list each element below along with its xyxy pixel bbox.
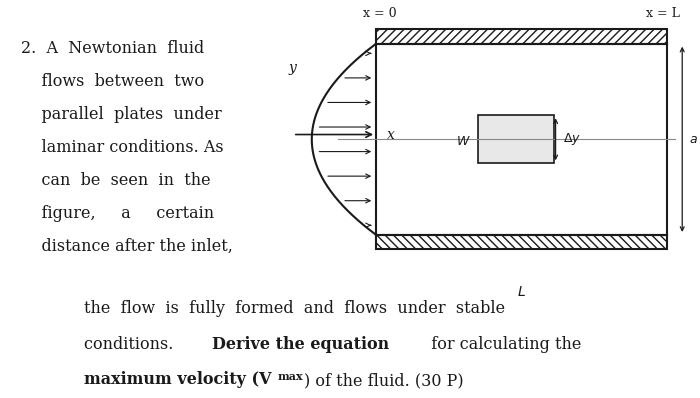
Text: 2.  A  Newtonian  fluid: 2. A Newtonian fluid — [21, 40, 204, 57]
Text: max: max — [277, 371, 303, 382]
Text: $W_{\,}$: $W_{\,}$ — [456, 133, 470, 146]
Text: conditions.: conditions. — [84, 336, 183, 353]
Text: x = 0: x = 0 — [363, 7, 397, 20]
Text: can  be  seen  in  the: can be seen in the — [21, 172, 211, 189]
Text: x: x — [387, 127, 395, 142]
Bar — [376, 235, 667, 249]
Text: flows  between  two: flows between two — [21, 73, 204, 90]
Text: parallel  plates  under: parallel plates under — [21, 106, 222, 123]
Text: x = L: x = L — [646, 7, 680, 20]
Text: for calculating the: for calculating the — [421, 336, 582, 353]
Text: figure,     a     certain: figure, a certain — [21, 205, 214, 222]
Text: the  flow  is  fully  formed  and  flows  under  stable: the flow is fully formed and flows under… — [84, 300, 505, 318]
Text: ) of the fluid. (30 P): ) of the fluid. (30 P) — [304, 372, 464, 389]
Text: laminar conditions. As: laminar conditions. As — [21, 139, 223, 156]
Text: y: y — [289, 61, 297, 75]
Text: L: L — [518, 285, 526, 299]
Text: $\Delta y$: $\Delta y$ — [563, 131, 581, 147]
Text: distance after the inlet,: distance after the inlet, — [21, 238, 233, 255]
Text: Derive the equation: Derive the equation — [212, 336, 389, 353]
Text: a: a — [690, 133, 697, 146]
Bar — [376, 29, 667, 44]
Bar — [478, 115, 554, 163]
Text: maximum velocity (V: maximum velocity (V — [84, 371, 272, 388]
